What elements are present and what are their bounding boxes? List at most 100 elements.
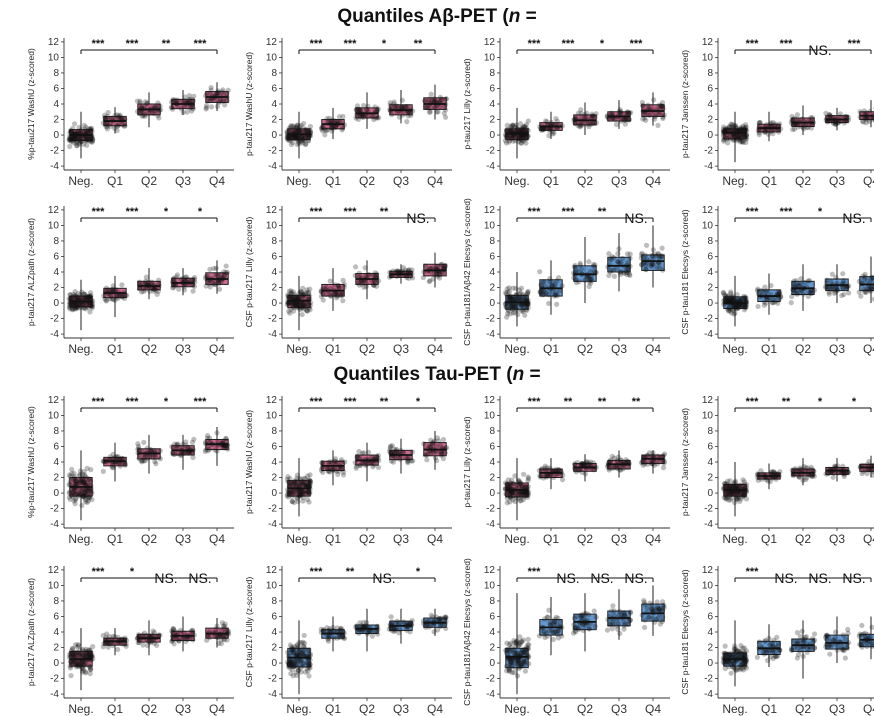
y-tick-label: 4 — [707, 99, 713, 110]
data-point — [144, 100, 150, 106]
data-point — [76, 141, 82, 147]
data-point — [289, 135, 295, 141]
y-axis-label: CSF p-tau217 Lilly (z-scored) — [244, 217, 254, 328]
data-point — [296, 126, 302, 132]
data-point — [68, 673, 74, 679]
data-point — [294, 496, 300, 502]
data-point — [109, 464, 115, 471]
data-point — [555, 635, 562, 641]
data-point — [616, 246, 622, 252]
data-point — [220, 97, 226, 103]
data-point — [66, 472, 73, 478]
data-point — [726, 483, 733, 489]
x-tick-label: Q3 — [393, 174, 409, 188]
data-point — [204, 102, 210, 108]
data-point — [305, 137, 311, 143]
data-point — [87, 136, 94, 142]
data-point — [320, 297, 326, 303]
y-tick-label: 10 — [266, 52, 278, 63]
data-point — [301, 306, 307, 312]
data-point — [181, 287, 188, 293]
data-point — [323, 291, 329, 298]
y-tick-label: 10 — [266, 220, 278, 231]
data-point — [100, 468, 106, 474]
y-tick-label: 4 — [489, 99, 495, 110]
x-tick-label: Neg. — [68, 702, 93, 716]
y-tick-label: 4 — [53, 99, 59, 110]
data-point — [168, 104, 175, 110]
data-point — [372, 104, 378, 110]
data-point — [405, 104, 411, 110]
y-tick-label: -4 — [50, 519, 59, 530]
y-tick-label: 4 — [53, 627, 59, 638]
data-point — [761, 302, 767, 308]
data-point — [83, 137, 89, 143]
data-point — [302, 669, 309, 675]
data-point — [519, 308, 525, 314]
data-point — [409, 267, 415, 273]
data-point — [214, 90, 220, 96]
data-point — [511, 669, 517, 676]
y-tick-label: 8 — [53, 426, 59, 437]
data-point — [137, 98, 143, 104]
data-point — [68, 137, 74, 143]
data-point — [770, 300, 776, 306]
data-point — [149, 110, 155, 116]
data-point — [359, 114, 365, 120]
significance-label: NS. — [188, 570, 211, 586]
data-point — [721, 136, 727, 142]
data-point — [791, 290, 798, 296]
x-tick-label: Q1 — [107, 532, 123, 546]
data-point — [355, 116, 361, 123]
data-point — [298, 135, 304, 141]
data-point — [550, 621, 556, 627]
panel: CSF p-tau181 Elecsys (z-scored)-4-202468… — [680, 205, 874, 356]
data-point — [288, 137, 294, 144]
data-point — [285, 136, 291, 142]
data-point — [515, 661, 522, 667]
data-point — [289, 123, 295, 129]
data-point — [67, 128, 74, 134]
data-point — [328, 125, 335, 131]
y-axis-label: %p-tau217 WashU (z-scored) — [26, 48, 36, 160]
data-point — [727, 136, 733, 142]
data-point — [206, 634, 213, 641]
x-tick-label: Q2 — [577, 174, 593, 188]
x-tick-label: Neg. — [68, 532, 93, 546]
data-point — [296, 139, 302, 146]
significance-label: ** — [162, 38, 171, 50]
data-point — [222, 102, 228, 108]
data-point — [841, 120, 847, 126]
data-point — [119, 116, 125, 122]
data-point — [624, 458, 630, 465]
panel: p-tau217 WashU (z-scored)-4-2024681012Ne… — [244, 37, 452, 188]
jitter-points — [422, 91, 449, 120]
y-tick-label: 6 — [271, 611, 277, 622]
y-tick-label: 10 — [484, 52, 496, 63]
data-point — [735, 495, 742, 501]
data-point — [580, 627, 586, 634]
data-point — [217, 99, 223, 105]
panel: p-tau217 ALZpath (z-scored)-4-2024681012… — [26, 205, 234, 356]
data-point — [866, 458, 872, 465]
y-tick-label: 8 — [271, 68, 277, 79]
y-tick-label: 2 — [707, 115, 713, 126]
data-point — [615, 454, 621, 460]
data-point — [290, 673, 296, 679]
data-point — [613, 266, 619, 272]
data-point — [640, 462, 646, 468]
data-point — [432, 104, 438, 110]
x-tick-label: Q2 — [577, 702, 593, 716]
data-point — [408, 458, 415, 464]
data-point — [293, 134, 300, 141]
data-point — [410, 275, 416, 281]
panel: CSF p-tau217 Lilly (z-scored)-4-20246810… — [244, 205, 452, 356]
data-point — [204, 90, 210, 96]
data-point — [425, 451, 431, 457]
y-tick-label: 6 — [53, 441, 59, 452]
data-point — [376, 115, 382, 121]
y-tick-label: -2 — [704, 146, 713, 157]
data-point — [619, 256, 626, 262]
data-point — [556, 275, 562, 281]
y-tick-label: 6 — [53, 83, 59, 94]
